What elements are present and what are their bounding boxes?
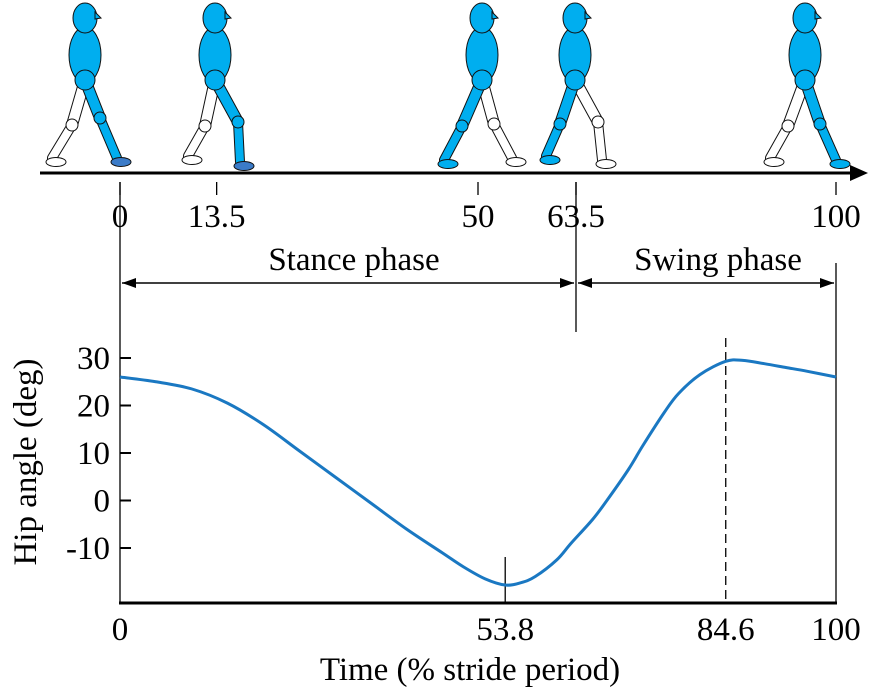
stance-phase-arrow xyxy=(122,278,574,288)
walking-figure xyxy=(763,2,851,169)
hip-angle-curve xyxy=(119,358,837,587)
swing-phase-arrow xyxy=(578,278,834,288)
gait-tick-label: 50 xyxy=(462,199,495,235)
ground-arrowhead xyxy=(850,165,868,181)
walking-figure xyxy=(437,2,527,169)
y-tick-label: 20 xyxy=(77,389,110,425)
x-tick-label: 53.8 xyxy=(476,612,534,648)
head xyxy=(469,2,495,34)
x-tick-label: 84.6 xyxy=(697,612,755,648)
stance-phase-label: Stance phase xyxy=(268,242,439,278)
walking-figure xyxy=(539,2,617,169)
y-tick-label: 0 xyxy=(94,484,111,520)
head xyxy=(202,2,228,34)
y-tick-label: 10 xyxy=(77,436,110,472)
x-tick-label: 0 xyxy=(112,612,129,648)
y-tick-label: 30 xyxy=(77,341,110,377)
walking-figures xyxy=(45,2,851,171)
gait-tick-label: 13.5 xyxy=(188,199,246,235)
x-axis-label: Time (% stride period) xyxy=(320,652,620,688)
y-tick-label: -10 xyxy=(66,531,110,567)
gait-ticks: 0 13.5 50 63.5 100 xyxy=(112,182,861,235)
walking-figure xyxy=(45,2,132,167)
y-axis-ticks: 30 20 10 0 -10 xyxy=(66,341,131,567)
x-tick-label: 100 xyxy=(811,612,861,648)
head xyxy=(792,2,818,34)
gait-tick-label: 100 xyxy=(811,199,861,235)
y-axis-label: Hip angle (deg) xyxy=(8,358,44,565)
event-markers xyxy=(504,338,727,603)
walking-figure xyxy=(181,2,255,171)
x-axis-ticks: 0 53.8 84.6 100 xyxy=(112,612,861,648)
swing-phase-label: Swing phase xyxy=(634,242,802,278)
head xyxy=(562,2,588,34)
head xyxy=(72,2,98,34)
